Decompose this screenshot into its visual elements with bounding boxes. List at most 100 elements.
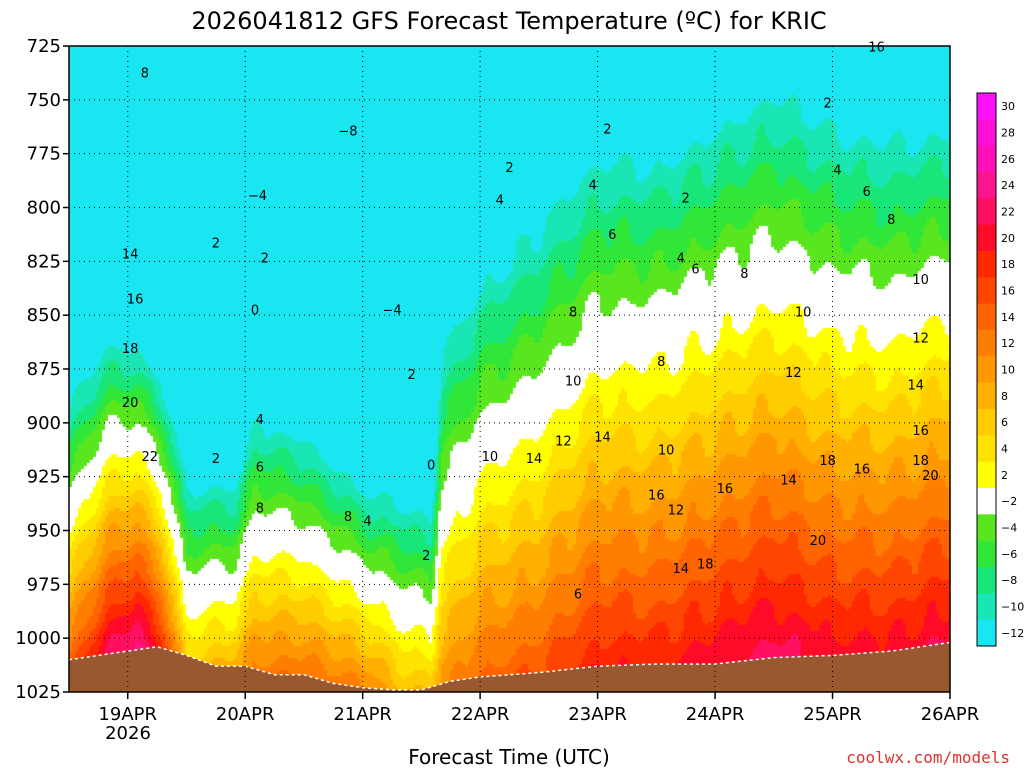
colorbar-swatch (977, 540, 996, 568)
colorbar-swatch (977, 567, 996, 594)
x-tick-label: 19APR (98, 704, 157, 725)
colorbar-label: 18 (1001, 258, 1015, 271)
colorbar-swatch (977, 251, 996, 278)
contour-label: −8 (338, 125, 357, 140)
contour-label: 10 (482, 450, 499, 465)
credit-text: coolwx.com/models (846, 748, 1010, 767)
colorbar-label: 26 (1001, 153, 1015, 166)
y-tick-label: 875 (27, 359, 61, 380)
y-tick-label: 800 (27, 198, 61, 219)
contour-label: 22 (141, 450, 158, 465)
contour-label: 18 (912, 454, 929, 469)
y-tick-label: 725 (27, 36, 61, 57)
colorbar-label: 10 (1001, 364, 1015, 377)
colorbar-label: 16 (1001, 285, 1015, 298)
y-tick-label: 975 (27, 574, 61, 595)
contour-label: 14 (673, 562, 690, 577)
y-tick-label: 900 (27, 413, 61, 434)
contour-label: −4 (382, 303, 401, 318)
colorbar-label: −4 (1001, 522, 1017, 535)
colorbar-label: −12 (1001, 627, 1024, 640)
y-tick-label: 825 (27, 251, 61, 272)
contour-label: 6 (574, 588, 582, 603)
colorbar-swatch (977, 514, 996, 542)
contour-label: 14 (594, 430, 611, 445)
x-axis-ticks: 19APR 20APR 21APR 22APR 23APR 24APR 25APR 26APR (98, 692, 979, 725)
contour-label: 2 (603, 122, 611, 137)
colorbar-label: 20 (1001, 232, 1015, 245)
contour-label: 18 (122, 342, 139, 357)
contour-label: 4 (677, 252, 685, 267)
colorbar-label: 2 (1001, 469, 1008, 482)
x-tick-label: 24APR (686, 704, 745, 725)
colorbar-label: 14 (1001, 311, 1015, 324)
colorbar-swatch (977, 198, 996, 226)
contour-label: 0 (427, 458, 435, 473)
contour-label: 12 (668, 504, 685, 519)
contour-label: 20 (922, 469, 939, 484)
contour-label: 16 (868, 41, 885, 56)
colorbar-swatch (977, 303, 996, 331)
contour-label: 8 (569, 306, 577, 321)
contour-label: 2 (212, 452, 220, 467)
colorbar-label: 8 (1001, 390, 1008, 403)
y-tick-label: 1025 (15, 682, 61, 703)
contour-label: 18 (819, 454, 836, 469)
contour-label: 2 (823, 97, 831, 112)
contour-label: 14 (122, 247, 139, 262)
y-tick-label: 1000 (15, 628, 61, 649)
colorbar-label: 24 (1001, 179, 1015, 192)
colorbar-swatch (977, 619, 996, 647)
surface-pressure-line (68, 641, 951, 691)
contour-label: 2 (212, 237, 220, 252)
colorbar-label: 28 (1001, 127, 1015, 140)
contour-label: 2 (407, 368, 415, 383)
colorbar-swatch (977, 330, 996, 357)
contour-label: 2 (261, 252, 269, 267)
colorbar-label: −10 (1001, 601, 1024, 614)
contour-label: 14 (907, 379, 924, 394)
colorbar-swatch (977, 435, 996, 463)
contour-label: 12 (785, 366, 802, 381)
y-tick-label: 850 (27, 305, 61, 326)
contour-label: 8 (256, 501, 264, 516)
colorbar-swatch (977, 356, 996, 384)
colorbar-swatch (977, 277, 996, 305)
contour-label: 10 (565, 374, 582, 389)
colorbar-label: 30 (1001, 100, 1015, 113)
contour-label: 12 (912, 331, 929, 346)
colorbar-label: −2 (1001, 495, 1017, 508)
colorbar-label: 6 (1001, 416, 1008, 429)
colorbar-frame (976, 92, 997, 647)
colorbar-label: −8 (1001, 574, 1017, 587)
y-tick-label: 775 (27, 144, 61, 165)
contour-label: 2 (422, 549, 430, 564)
contour-label: 8 (141, 66, 149, 81)
y-axis-ticks: 725 750 775 800 825 850 875 900 925 950 975 1000 102… (15, 36, 69, 703)
colorbar-label: 12 (1001, 337, 1015, 350)
x-tick-label: 20APR (216, 704, 275, 725)
contour-label: 6 (691, 262, 699, 277)
x-tick-label: 21APR (333, 704, 392, 725)
colorbar-swatch (977, 461, 996, 489)
contour-label: 10 (658, 443, 675, 458)
contour-label: 10 (912, 273, 929, 288)
colorbar-swatch (977, 382, 996, 410)
chart-title: 2026041812 GFS Forecast Temperature (ºC)… (191, 7, 826, 35)
colorbar-swatch (977, 593, 996, 621)
x-axis-title: Forecast Time (UTC) (408, 745, 610, 768)
x-tick-label: 22APR (451, 704, 510, 725)
contour-label: 4 (833, 163, 841, 178)
contour-label: 4 (363, 514, 371, 529)
contour-label: 0 (251, 303, 259, 318)
colorbar-swatch (977, 172, 996, 199)
contour-label: 4 (256, 413, 264, 428)
x-tick-label: 23APR (568, 704, 627, 725)
contour-label: 16 (912, 424, 929, 439)
contour-label: 20 (810, 534, 827, 549)
contour-label: 4 (589, 178, 597, 193)
y-tick-label: 950 (27, 521, 61, 542)
colorbar-swatch (977, 119, 996, 147)
